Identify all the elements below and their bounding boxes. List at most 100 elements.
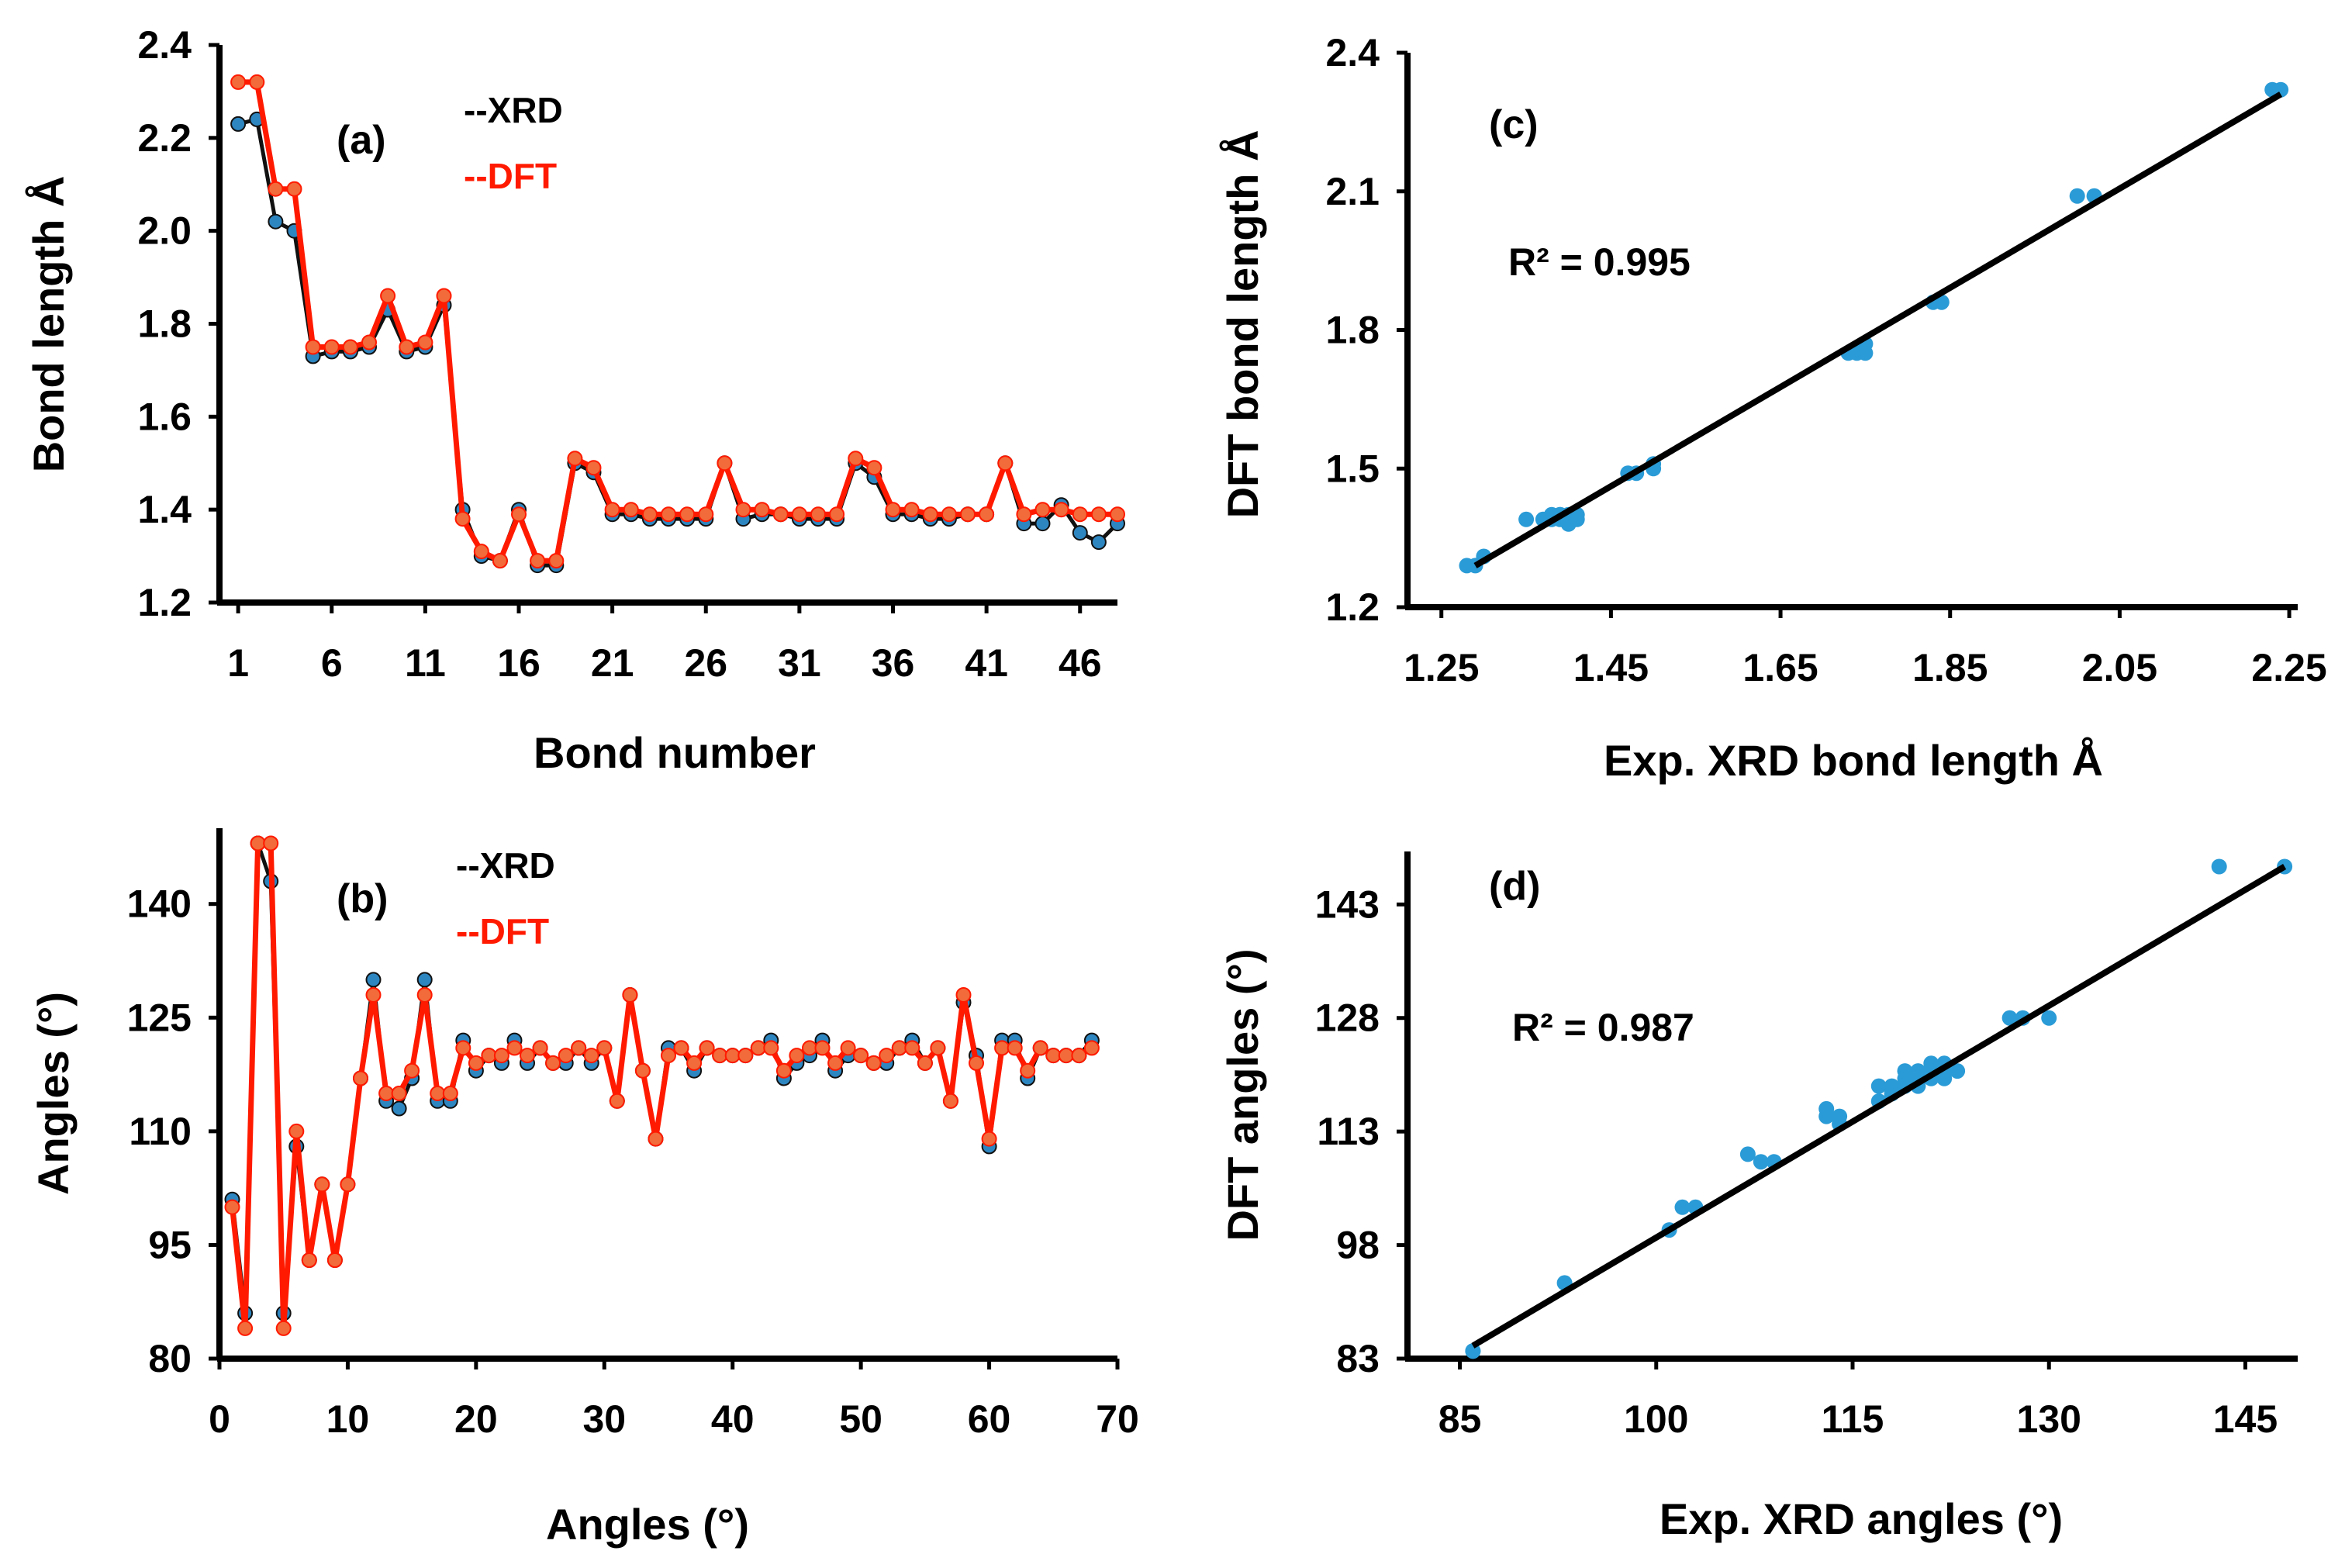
scatter-point [1884, 1078, 1900, 1094]
data-point-dft [942, 1093, 958, 1109]
data-point-dft [1053, 502, 1069, 518]
data-point-dft [735, 502, 751, 518]
x-tick-label: 20 [454, 1397, 498, 1441]
x-tick-label: 6 [321, 641, 343, 685]
x-tick-label: 40 [711, 1397, 755, 1441]
panel-d-series [1465, 858, 2293, 1359]
data-point-dft [930, 1040, 946, 1056]
data-point-dft [492, 553, 508, 569]
scatter-point [1753, 1154, 1769, 1170]
data-point-dft [416, 987, 433, 1003]
scatter-point [1897, 1063, 1913, 1079]
y-tick-label: 140 [127, 882, 192, 926]
y-tick-label: 1.5 [1325, 447, 1380, 490]
data-point-dft [224, 1199, 240, 1215]
scatter-point [1870, 1078, 1887, 1094]
panel-a-legend-dft: --DFT [464, 156, 557, 196]
data-point-dft [772, 506, 789, 523]
scatter-point [1674, 1199, 1691, 1215]
x-tick-label: 11 [405, 641, 446, 685]
data-point-dft [891, 1040, 907, 1056]
x-tick-label: 145 [2213, 1397, 2278, 1441]
data-point-dft [754, 502, 770, 518]
data-point-dft [340, 1176, 356, 1193]
data-point-dft [237, 1320, 254, 1336]
panel-b-y-label: Angles (°) [29, 992, 78, 1195]
data-point-dft [810, 506, 826, 523]
data-point-dft [750, 1040, 766, 1056]
data-point-xrd [365, 972, 382, 988]
data-point-dft [641, 506, 658, 523]
data-point-dft [481, 1048, 497, 1064]
y-tick-label: 1.8 [137, 302, 192, 346]
data-point-dft [365, 987, 382, 1003]
data-point-dft [567, 451, 583, 467]
data-point-dft [623, 502, 639, 518]
data-point-dft [604, 502, 620, 518]
data-point-dft [1007, 1040, 1023, 1056]
x-tick-label: 31 [778, 641, 821, 685]
x-tick-label: 100 [1624, 1397, 1688, 1441]
scatter-point [1465, 1343, 1481, 1359]
data-point-dft [558, 1048, 574, 1064]
panel-a: 1.21.41.61.82.02.22.41 6 11 16 21 26 31 36 41 46 … [24, 23, 1125, 777]
x-tick-label: 50 [839, 1397, 882, 1441]
x-tick-label: 2.05 [2082, 646, 2157, 689]
data-point-dft [648, 1131, 664, 1147]
y-tick-label: 113 [1317, 1110, 1380, 1153]
data-point-dft [885, 502, 901, 518]
data-point-dft [955, 987, 972, 1003]
data-point-dft [596, 1040, 613, 1056]
x-tick-label: 16 [497, 641, 541, 685]
data-point-dft [981, 1131, 997, 1147]
data-point-dft [361, 334, 377, 351]
data-point-dft [1071, 1048, 1087, 1064]
x-tick-label: 26 [684, 641, 727, 685]
data-point-dft [1083, 1040, 1100, 1056]
scatter-point [2211, 858, 2227, 875]
y-tick-label: 2.4 [1325, 31, 1380, 74]
panel-b-legend-xrd: --XRD [456, 845, 555, 886]
y-tick-label: 1.6 [137, 395, 192, 438]
panel-c-x-label: Exp. XRD bond length Å [1604, 736, 2103, 785]
data-point-dft [903, 502, 920, 518]
data-point-dft [430, 1086, 446, 1101]
x-tick-label: 21 [591, 641, 634, 685]
y-tick-label: 125 [127, 996, 192, 1039]
panel-d-r2: R² = 0.987 [1512, 1006, 1694, 1049]
data-point-dft [997, 455, 1014, 471]
data-point-dft [454, 511, 471, 527]
data-point-dft [679, 506, 696, 523]
data-point-dft [609, 1093, 625, 1109]
y-tick-label: 1.2 [137, 581, 192, 624]
data-point-xrd [391, 1100, 407, 1117]
data-point-dft [326, 1252, 343, 1268]
scatter-point [1936, 1070, 1953, 1086]
data-point-dft [268, 181, 284, 197]
scatter-point [2041, 1010, 2057, 1026]
scatter-point [1950, 1063, 1966, 1079]
panel-d-ticks: 83 98 113 128 143 85 100 115 130 145 [1315, 882, 2278, 1441]
data-point-dft [904, 1040, 920, 1056]
data-point-dft [1090, 506, 1107, 523]
scatter-point [1739, 1146, 1756, 1162]
data-point-dft [922, 506, 938, 523]
data-point-dft [634, 1062, 651, 1079]
x-tick-label: 130 [2017, 1397, 2081, 1441]
data-point-dft [391, 1086, 407, 1101]
x-tick-label: 2.25 [2251, 646, 2326, 689]
data-point-dft [960, 506, 976, 523]
x-tick-label: 60 [968, 1397, 1011, 1441]
data-point-dft [571, 1040, 587, 1056]
x-tick-label: 1.25 [1404, 646, 1479, 689]
panel-c-r2: R² = 0.995 [1508, 240, 1691, 284]
data-point-dft [717, 455, 733, 471]
data-point-dft [661, 1048, 676, 1064]
data-point-dft [583, 1048, 599, 1064]
y-tick-label: 95 [148, 1223, 192, 1266]
data-point-dft [994, 1040, 1010, 1056]
data-point-dft [622, 987, 638, 1003]
data-point-dft [865, 1055, 882, 1071]
panel-b-x-label: Angles (°) [546, 1500, 749, 1549]
data-point-dft [699, 1040, 715, 1056]
